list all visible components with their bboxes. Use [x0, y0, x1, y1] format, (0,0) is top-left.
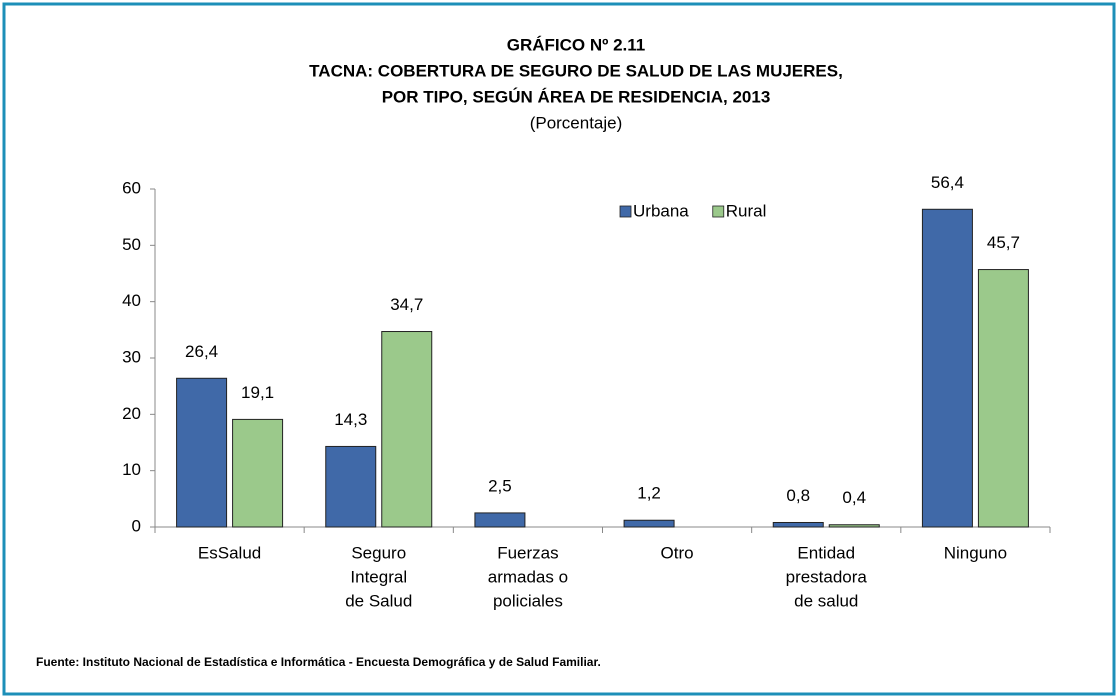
y-tick-label: 30 [122, 347, 141, 366]
x-tick-label: Fuerzas [497, 543, 558, 562]
x-tick-label: de Salud [345, 591, 412, 610]
data-label: 45,7 [987, 233, 1020, 252]
y-tick-label: 10 [122, 460, 141, 479]
chart-title: TACNA: COBERTURA DE SEGURO DE SALUD DE L… [309, 61, 843, 80]
bar [921, 208, 973, 528]
bar [176, 377, 228, 528]
data-label: 2,5 [488, 476, 512, 495]
x-tick-label: Integral [350, 567, 407, 586]
data-label: 14,3 [334, 410, 367, 429]
data-label: 1,2 [637, 484, 661, 503]
y-tick-label: 0 [132, 516, 141, 535]
bar [772, 521, 824, 528]
x-tick-label: EsSalud [198, 543, 261, 562]
data-label: 34,7 [390, 295, 423, 314]
bar [381, 331, 433, 528]
bar [623, 519, 675, 528]
y-tick-label: 40 [122, 291, 141, 310]
y-tick-label: 20 [122, 404, 141, 423]
chart-title: POR TIPO, SEGÚN ÁREA DE RESIDENCIA, 2013 [382, 87, 771, 106]
x-tick-label: policiales [493, 591, 563, 610]
legend-swatch [712, 205, 725, 218]
source-note: Fuente: Instituto Nacional de Estadístic… [36, 655, 601, 669]
chart-subtitle: (Porcentaje) [530, 113, 623, 132]
chart-title: GRÁFICO Nº 2.11 [507, 35, 645, 54]
bar [828, 524, 880, 528]
data-label: 19,1 [241, 383, 274, 402]
x-tick-label: prestadora [786, 567, 868, 586]
bar [325, 445, 377, 528]
y-tick-label: 50 [122, 235, 141, 254]
x-tick-label: de salud [794, 591, 858, 610]
legend-label: Urbana [633, 201, 689, 220]
y-tick-label: 60 [122, 178, 141, 197]
bar [474, 512, 526, 528]
x-tick-label: Ninguno [944, 543, 1007, 562]
data-label: 26,4 [185, 342, 218, 361]
data-label: 0,4 [842, 488, 866, 507]
x-tick-label: armadas o [488, 567, 568, 586]
x-tick-label: Entidad [797, 543, 855, 562]
data-label: 56,4 [931, 173, 964, 192]
data-label: 0,8 [786, 486, 810, 505]
bar [977, 269, 1029, 528]
bar [232, 418, 284, 528]
x-tick-label: Seguro [351, 543, 406, 562]
legend-swatch [619, 205, 632, 218]
legend-label: Rural [726, 201, 767, 220]
x-tick-label: Otro [661, 543, 694, 562]
